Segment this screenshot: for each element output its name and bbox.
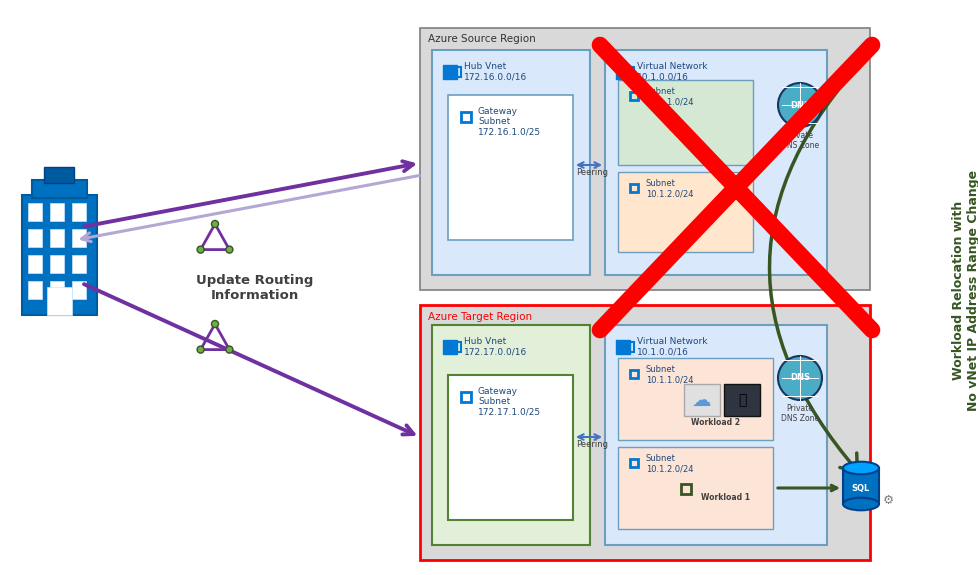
Bar (617, 358, 773, 440)
Text: Azure Target Region: Azure Target Region (427, 312, 532, 322)
Bar (617, 80, 752, 165)
Circle shape (211, 320, 218, 328)
Ellipse shape (842, 462, 878, 474)
Text: DNS: DNS (789, 101, 809, 109)
Text: 🐧: 🐧 (737, 393, 745, 407)
Bar (617, 447, 773, 529)
Text: Hub Vnet
172.16.0.0/16: Hub Vnet 172.16.0.0/16 (464, 62, 527, 82)
Text: Subnet
10.1.2.0/24: Subnet 10.1.2.0/24 (645, 179, 692, 198)
Bar (50, 281, 64, 299)
Text: Private
DNS Zone: Private DNS Zone (780, 404, 819, 423)
Text: Subnet
10.1.2.0/24: Subnet 10.1.2.0/24 (645, 454, 692, 473)
Text: Update Routing
Information: Update Routing Information (197, 274, 313, 302)
Bar (50, 255, 64, 273)
Bar (420, 305, 869, 560)
Circle shape (197, 346, 203, 353)
Bar (50, 229, 64, 247)
Bar (28, 281, 42, 299)
Bar (724, 384, 759, 416)
Bar (420, 28, 869, 290)
Bar (448, 95, 572, 240)
Bar (72, 281, 86, 299)
Bar (72, 203, 86, 221)
Bar (32, 180, 87, 198)
Bar (22, 195, 97, 315)
Text: Workload 2: Workload 2 (690, 418, 739, 427)
Text: Private
DNS Zone: Private DNS Zone (780, 131, 819, 151)
Text: DNS: DNS (789, 374, 809, 382)
Bar (604, 325, 826, 545)
Bar (28, 255, 42, 273)
Text: Hub Vnet
172.17.0.0/16: Hub Vnet 172.17.0.0/16 (464, 337, 527, 356)
Text: Azure Source Region: Azure Source Region (427, 34, 535, 44)
Text: Peering: Peering (575, 440, 607, 449)
Circle shape (778, 356, 822, 400)
Text: Workload Relocation with
No vNet IP Address Range Change: Workload Relocation with No vNet IP Addr… (951, 170, 978, 411)
Bar (604, 50, 826, 275)
Text: ⚙: ⚙ (882, 493, 893, 507)
Bar (842, 468, 878, 504)
Bar (47, 287, 72, 315)
Bar (617, 172, 752, 252)
Circle shape (226, 246, 233, 253)
Text: SQL: SQL (851, 484, 869, 493)
Text: Peering: Peering (575, 168, 607, 177)
Circle shape (226, 346, 233, 353)
Text: Subnet
10.1.1.0/24: Subnet 10.1.1.0/24 (645, 87, 692, 106)
Text: Gateway
Subnet
172.16.1.0/25: Gateway Subnet 172.16.1.0/25 (477, 107, 541, 137)
Bar (44, 167, 74, 183)
Bar (28, 229, 42, 247)
Bar (72, 229, 86, 247)
Bar (50, 203, 64, 221)
Bar (72, 255, 86, 273)
Circle shape (778, 83, 822, 127)
FancyArrowPatch shape (769, 57, 866, 471)
Text: ☁: ☁ (691, 390, 711, 409)
Text: Virtual Network
10.1.0.0/16: Virtual Network 10.1.0.0/16 (637, 62, 707, 82)
Circle shape (197, 246, 203, 253)
Circle shape (211, 220, 218, 228)
Text: Gateway
Subnet
172.17.1.0/25: Gateway Subnet 172.17.1.0/25 (477, 387, 541, 417)
Text: Subnet
10.1.1.0/24: Subnet 10.1.1.0/24 (645, 365, 692, 385)
Bar (684, 384, 719, 416)
Bar (431, 50, 590, 275)
Bar (448, 375, 572, 520)
Bar (431, 325, 590, 545)
Bar (28, 203, 42, 221)
Ellipse shape (842, 498, 878, 510)
Text: Virtual Network
10.1.0.0/16: Virtual Network 10.1.0.0/16 (637, 337, 707, 356)
Text: Workload 1: Workload 1 (701, 493, 750, 501)
